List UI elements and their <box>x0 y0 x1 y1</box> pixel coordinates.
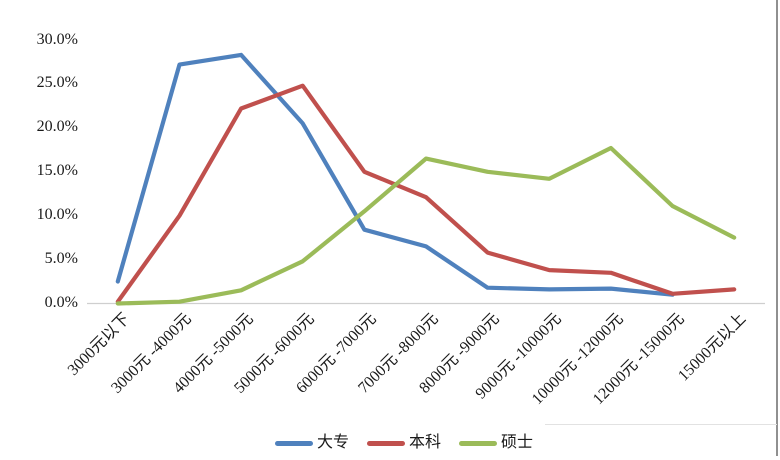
legend-label: 硕士 <box>501 434 534 451</box>
series-line-0 <box>115 52 675 297</box>
series-line-1 <box>115 83 737 304</box>
legend-line-marker-icon <box>366 440 405 446</box>
y-axis-label: 10.0% <box>36 206 78 224</box>
legend-item: 本科 <box>366 434 441 451</box>
legend-line-marker-icon <box>274 440 313 446</box>
y-axis-label: 20.0% <box>36 118 78 136</box>
y-axis-label: 30.0% <box>36 30 78 48</box>
faint-divider-line <box>545 424 777 425</box>
y-axis-label: 0.0% <box>44 294 78 311</box>
window-edge-line <box>776 0 778 456</box>
legend-item: 大专 <box>274 434 349 451</box>
y-axis-label: 25.0% <box>36 74 78 92</box>
y-axis-label: 5.0% <box>44 250 78 268</box>
series-line-2 <box>115 145 737 306</box>
legend-label: 本科 <box>408 434 441 451</box>
legend-label: 大专 <box>316 434 349 451</box>
legend-item: 硕士 <box>459 435 533 451</box>
y-axis-label: 15.0% <box>36 162 78 180</box>
legend-line-marker-icon <box>459 440 497 446</box>
legend: 大专 本科 硕士 <box>14 435 780 451</box>
